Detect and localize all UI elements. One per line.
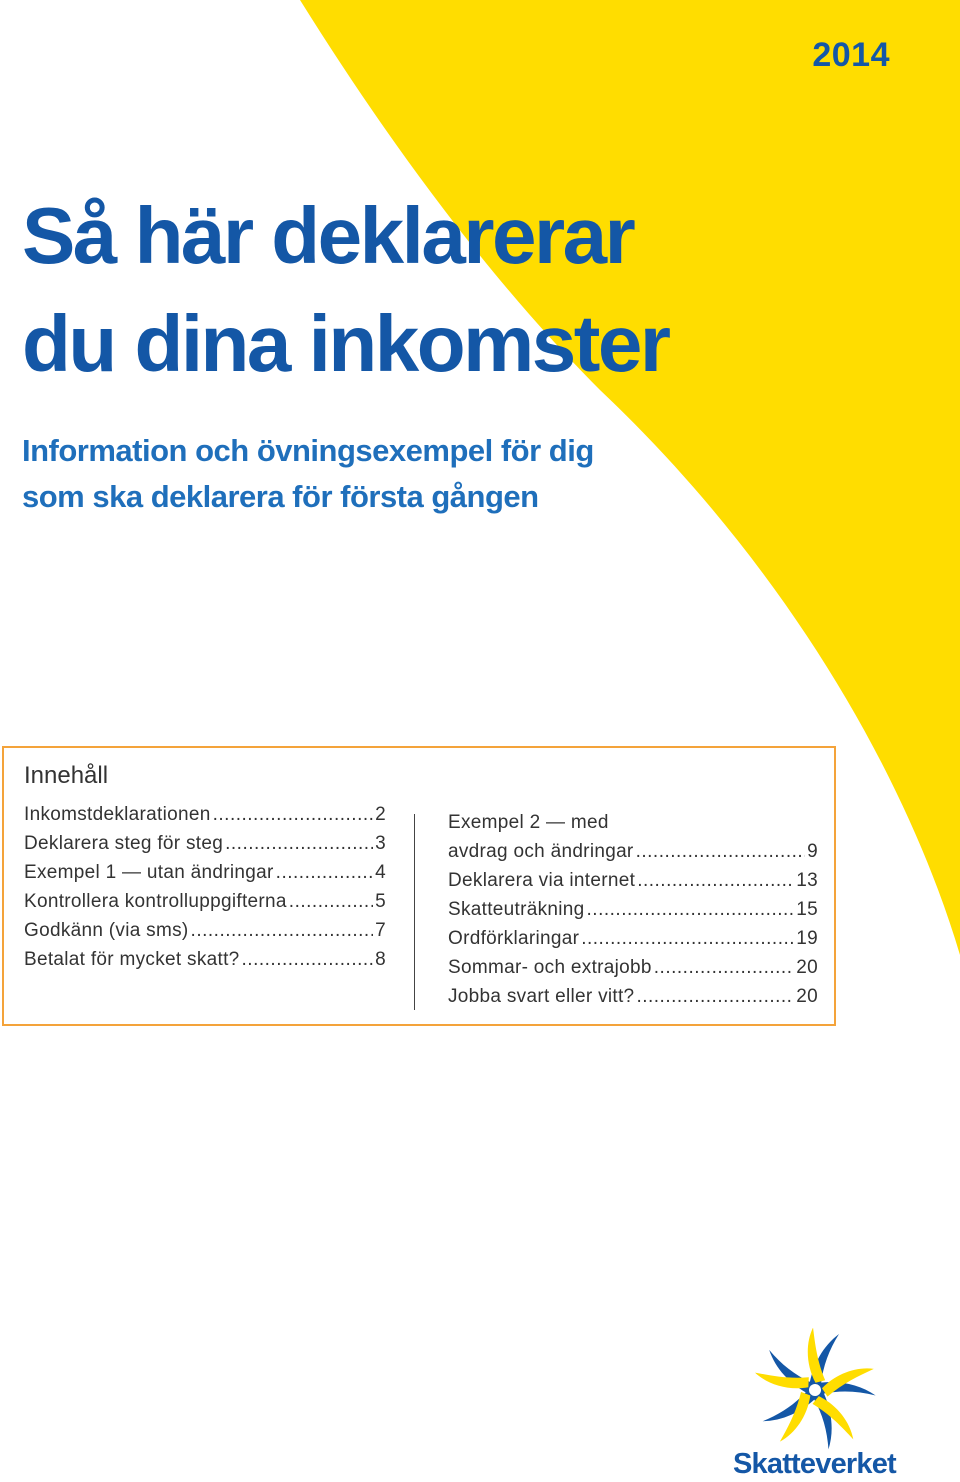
toc-entry[interactable]: Sommar- och extrajobb 20 [448,953,818,982]
toc-entry-label: Deklarera steg för steg [24,833,224,854]
toc-entry[interactable]: Inkomstdeklarationen 2 [24,800,386,829]
page-title-line-1: Så här deklarerar [22,191,636,280]
subtitle-line-1: Information och övningsexempel för dig [22,433,594,468]
toc-leader-dots [636,837,806,866]
toc-entry-label: Jobba svart eller vitt? [448,986,635,1007]
toc-entry-line-2: avdrag och ändringar 9 [448,837,818,866]
subtitle: Information och övningsexempel för dig s… [22,428,594,520]
toc-column-right: Exempel 2 — med avdrag och ändringar 9 D… [448,808,818,1011]
toc-leader-dots [581,924,794,953]
toc-entry[interactable]: Deklarera via internet 13 [448,866,818,895]
toc-entry-page: 4 [375,862,386,883]
toc-entry-label: Inkomstdeklarationen [24,804,211,825]
toc-entry[interactable]: Skatteuträkning 15 [448,895,818,924]
toc-entry-label: Exempel 1 — utan ändringar [24,862,274,883]
toc-entry-label: Deklarera via internet [448,870,636,891]
skatteverket-crown-logo-icon [754,1328,876,1450]
toc-leader-dots [637,866,794,895]
toc-entry-label: Ordförklaringar [448,928,580,949]
toc-entry-page: 9 [807,841,818,862]
toc-entry-page: 8 [375,949,386,970]
toc-entry[interactable]: Exempel 1 — utan ändringar 4 [24,858,386,887]
toc-leader-dots [636,982,794,1011]
toc-entry-page: 2 [375,804,386,825]
toc-leader-dots [225,829,373,858]
subtitle-line-2: som ska deklarera för första gången [22,479,539,514]
toc-entry-page: 19 [796,928,818,949]
toc-entry-page: 13 [796,870,818,891]
toc-entry-page: 15 [796,899,818,920]
toc-entry-label-line-1: Exempel 2 — med [448,812,609,833]
toc-entry-page: 7 [375,920,386,941]
toc-entry[interactable]: Betalat för mycket skatt? 8 [24,945,386,974]
toc-entry-label: Betalat för mycket skatt? [24,949,240,970]
toc-entry-label: Kontrollera kontrolluppgifterna [24,891,287,912]
toc-leader-dots [213,800,374,829]
toc-entry-page: 3 [375,833,386,854]
toc-entry-label: avdrag och ändringar [448,841,634,862]
toc-leader-dots [587,895,795,924]
table-of-contents: Innehåll Inkomstdeklarationen 2 Deklarer… [2,746,836,1026]
toc-entry[interactable]: Jobba svart eller vitt? 20 [448,982,818,1011]
toc-leader-dots [654,953,794,982]
logo-wordmark: Skatteverket [733,1448,897,1480]
toc-entry[interactable]: Ordförklaringar 19 [448,924,818,953]
toc-leader-dots [191,916,374,945]
toc-entry-label: Skatteuträkning [448,899,585,920]
toc-entry-page: 5 [375,891,386,912]
page-title: Så här deklarerar du dina inkomster [22,182,671,398]
year-label: 2014 [812,36,890,74]
toc-entry-label: Sommar- och extrajobb [448,957,652,978]
toc-entry[interactable]: Exempel 2 — med avdrag och ändringar 9 [448,808,818,866]
toc-leader-dots [289,887,373,916]
toc-column-divider [414,814,415,1010]
toc-leader-dots [276,858,373,887]
toc-entry[interactable]: Godkänn (via sms) 7 [24,916,386,945]
page-title-line-2: du dina inkomster [22,299,671,388]
toc-entry-label: Godkänn (via sms) [24,920,189,941]
toc-column-left: Inkomstdeklarationen 2 Deklarera steg fö… [24,800,386,974]
toc-heading: Innehåll [24,762,109,789]
toc-entry-page: 20 [796,957,818,978]
toc-entry-page: 20 [796,986,818,1007]
toc-entry[interactable]: Kontrollera kontrolluppgifterna 5 [24,887,386,916]
toc-leader-dots [242,945,374,974]
toc-entry[interactable]: Deklarera steg för steg 3 [24,829,386,858]
